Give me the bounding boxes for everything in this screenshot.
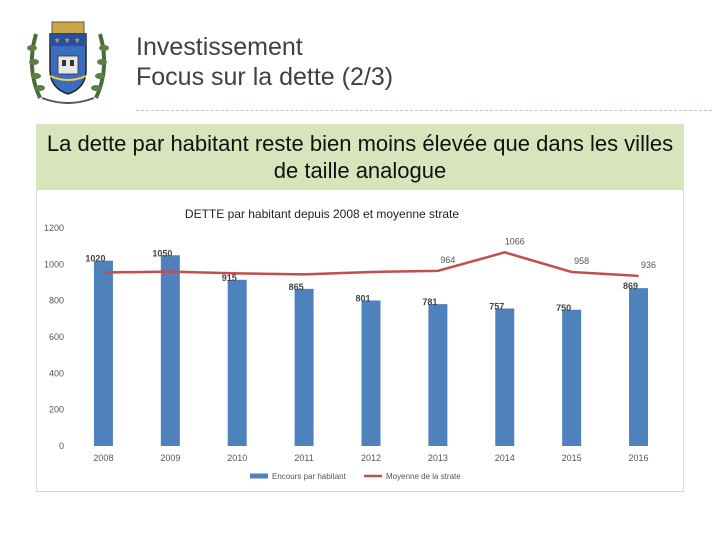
bar-2012 — [361, 300, 381, 446]
y-tick-label: 200 — [49, 405, 64, 415]
bar-data-label: 750 — [556, 303, 571, 313]
bar-2016 — [629, 288, 649, 446]
x-tick-label: 2014 — [495, 453, 515, 463]
page-title: Investissement — [136, 33, 303, 61]
x-tick-label: 2013 — [428, 453, 448, 463]
y-tick-label: 600 — [49, 332, 64, 342]
x-tick-label: 2015 — [562, 453, 582, 463]
legend-label-line: Moyenne de la strate — [386, 472, 461, 481]
bar-data-label: 1050 — [152, 248, 172, 258]
x-tick-label: 2011 — [294, 453, 313, 463]
legend-label-bar: Encours par habitant — [272, 472, 347, 481]
x-tick-label: 2016 — [629, 453, 649, 463]
bar-2013 — [428, 304, 448, 446]
bar-data-label: 865 — [289, 282, 304, 292]
svg-text:⚜: ⚜ — [64, 37, 70, 45]
bar-data-label: 869 — [623, 281, 638, 291]
bar-2009 — [160, 255, 180, 446]
y-tick-label: 0 — [59, 441, 64, 451]
line-moyenne-strate — [103, 251, 639, 278]
title-divider — [136, 110, 712, 111]
svg-text:⚜: ⚜ — [74, 37, 80, 45]
line-data-label: 964 — [440, 255, 455, 265]
x-tick-label: 2010 — [227, 453, 247, 463]
x-tick-label: 2009 — [160, 453, 180, 463]
bar-data-label: 757 — [489, 301, 504, 311]
chart-title: DETTE par habitant depuis 2008 et moyenn… — [185, 207, 459, 221]
line-data-label: 1066 — [505, 236, 525, 246]
x-tick-label: 2012 — [361, 453, 381, 463]
banner-text: La dette par habitant reste bien moins é… — [46, 131, 674, 183]
line-data-label: 958 — [574, 256, 589, 266]
chart-frame — [36, 190, 684, 492]
y-tick-label: 1200 — [44, 223, 64, 233]
bar-data-label: 1020 — [85, 254, 105, 264]
y-tick-label: 1000 — [44, 259, 64, 269]
bar-data-label: 801 — [355, 293, 370, 303]
page-subtitle: Focus sur la dette (2/3) — [136, 63, 394, 91]
bar-2011 — [294, 288, 314, 446]
bar-2008 — [93, 260, 113, 446]
y-tick-label: 800 — [49, 296, 64, 306]
bar-2015 — [562, 309, 582, 446]
bar-2014 — [495, 308, 515, 446]
x-tick-label: 2008 — [93, 453, 113, 463]
bar-data-label: 915 — [222, 273, 237, 283]
y-tick-label: 400 — [49, 368, 64, 378]
bar-2010 — [227, 279, 247, 446]
headline-banner: La dette par habitant reste bien moins é… — [36, 124, 684, 190]
bar-data-label: 781 — [422, 297, 437, 307]
city-coat-of-arms-icon: ⚜ ⚜ ⚜ — [27, 21, 109, 104]
line-data-label: 936 — [641, 260, 656, 270]
svg-text:⚜: ⚜ — [54, 37, 60, 45]
